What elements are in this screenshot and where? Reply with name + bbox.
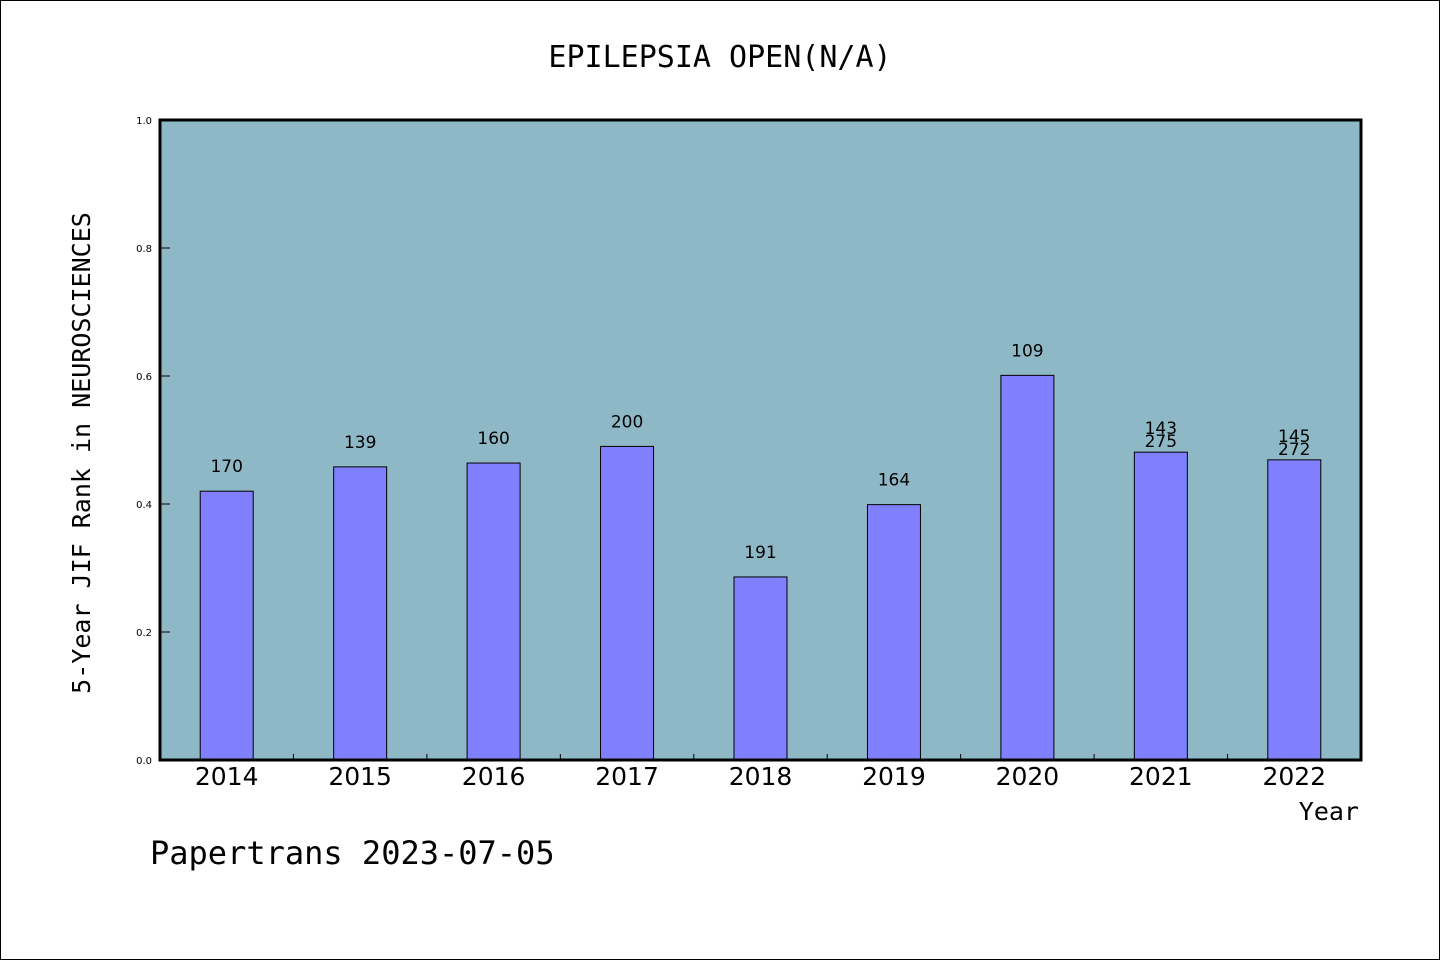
bar-2021 [1133,451,1188,761]
bar-value-label: 191 [744,543,776,563]
x-tick-label: 2021 [1129,762,1193,791]
watermark-text: Papertrans 2023-07-05 [150,834,555,872]
x-tick-label: 2015 [328,762,392,791]
y-tick-label: 0.6 [136,372,152,383]
bar-value-label: 139 [344,433,376,453]
x-tick-label: 2017 [595,762,659,791]
y-tick-label: 0.0 [136,756,152,767]
plot-border [158,118,1363,762]
x-tick-label: 2016 [462,762,526,791]
bar-2016 [466,462,521,761]
chart-title: EPILEPSIA OPEN(N/A) [548,40,891,75]
x-axis-label: Year [1299,797,1359,826]
bar-2018 [733,576,788,761]
y-tick-label: 0.4 [136,500,152,511]
bars-group [199,374,1322,761]
bar-value-label: 164 [878,471,910,491]
y-axis-ticks: 0.0 0.2 0.4 0.6 0.8 1.0 [136,116,170,767]
bar-value-label: 109 [1011,341,1043,361]
y-tick-label: 0.8 [136,244,152,255]
bar-2019 [866,504,921,761]
y-tick-label: 0.2 [136,628,152,639]
y-tick-label: 1.0 [136,116,152,127]
bar-2020 [1000,374,1055,761]
bar-value-label: 275 [1145,432,1177,452]
bar-value-label: 143 [1145,419,1177,439]
bar-value-label: 170 [210,457,242,477]
bar-2015 [333,466,388,761]
x-tick-label: 2014 [195,762,259,791]
bar-2014 [199,490,254,761]
bar-value-label: 160 [477,429,509,449]
bar-value-label: 145 [1278,427,1310,447]
x-tick-label: 2018 [729,762,793,791]
x-tick-label: 2022 [1262,762,1326,791]
x-tick-label: 2020 [996,762,1060,791]
x-tick-label: 2019 [862,762,926,791]
bar-2017 [600,445,655,761]
bar-value-label: 272 [1278,440,1310,460]
y-axis-label: 5-Year JIF Rank in NEUROSCIENCES [67,212,96,694]
bar-2022 [1267,459,1322,761]
x-tick-labels: 2014 2015 2016 2017 2018 2019 2020 2021 2022 [195,762,1326,791]
bar-value-label: 200 [611,412,643,432]
